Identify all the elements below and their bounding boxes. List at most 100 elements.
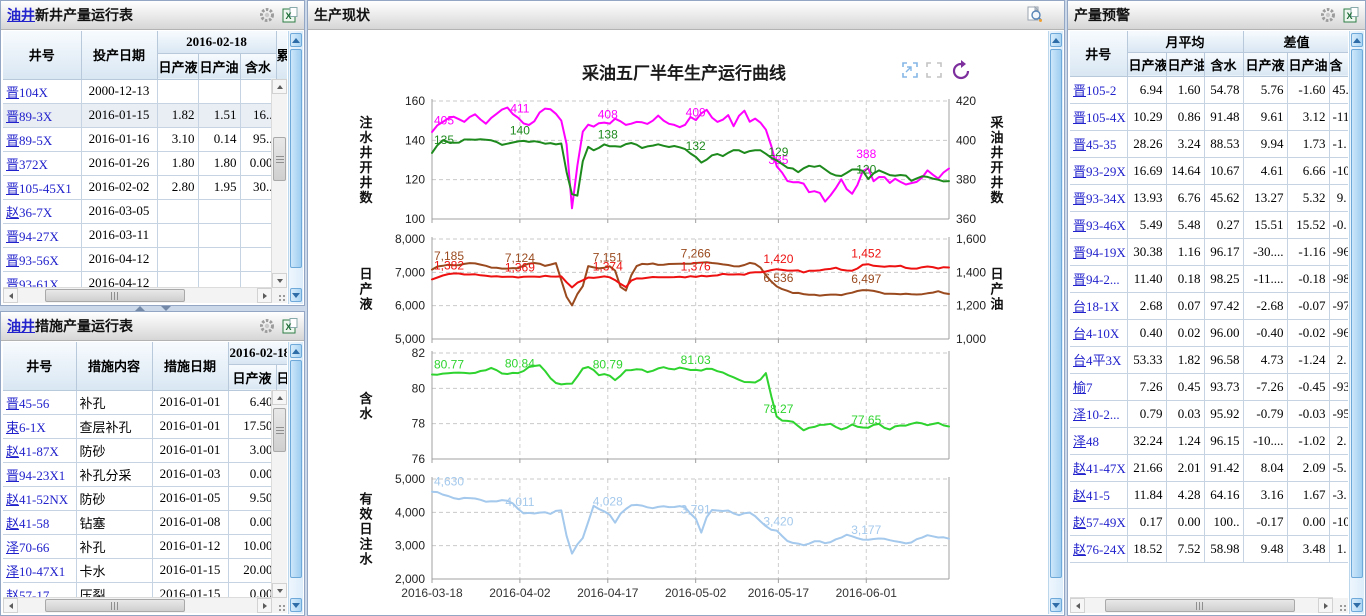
table-row[interactable]: 赵36-7X 2016-03-05 xyxy=(3,199,287,224)
col-header-liquid-diff[interactable]: 日产液 xyxy=(1243,52,1288,77)
refresh-icon[interactable] xyxy=(1319,6,1337,24)
well-link[interactable]: 晋94-2... xyxy=(1070,265,1128,293)
table-row[interactable]: 晋105-4X 10.29 0.86 91.48 9.61 3.12 -11 xyxy=(1070,103,1348,131)
scroll-left-button[interactable] xyxy=(3,288,18,303)
scroll-down-button[interactable] xyxy=(272,273,287,288)
col-header-oil[interactable]: 日产油 xyxy=(198,53,241,80)
toolbox-refresh-icon[interactable] xyxy=(952,60,970,80)
table-row[interactable]: 晋45-56 补孔 2016-01-01 6.40 xyxy=(3,390,287,415)
scroll-right-button[interactable] xyxy=(257,288,272,303)
toolbox-restore-icon[interactable] xyxy=(926,62,942,78)
scroll-up-button[interactable] xyxy=(272,390,287,405)
scroll-right-button[interactable] xyxy=(1318,598,1333,613)
col-header-oil[interactable]: 日产油 xyxy=(1166,52,1205,77)
scroll-down-button[interactable] xyxy=(1351,598,1363,612)
scroll-thumb[interactable] xyxy=(45,289,185,302)
table-row[interactable]: 晋93-46X 5.49 5.48 0.27 15.51 15.52 -0. xyxy=(1070,211,1348,239)
well-link[interactable]: 晋105-4X xyxy=(1070,103,1128,131)
table-hscrollbar[interactable] xyxy=(3,597,272,613)
well-link[interactable]: 晋372X xyxy=(3,151,82,176)
table-row[interactable]: 晋104X 2000-12-13 xyxy=(3,79,287,104)
col-header-date[interactable]: 投产日期 xyxy=(81,31,158,80)
col-header-water[interactable]: 含水 xyxy=(240,53,277,80)
table-hscrollbar[interactable] xyxy=(1070,597,1333,613)
well-link[interactable]: 晋45-56 xyxy=(3,390,77,415)
scroll-thumb[interactable] xyxy=(290,49,302,268)
scroll-down-button[interactable] xyxy=(290,288,302,302)
table-row[interactable]: 赵41-87X 防砂 2016-01-01 3.00 xyxy=(3,438,287,463)
scroll-thumb[interactable] xyxy=(45,599,185,612)
table-row[interactable]: 泽70-66 补孔 2016-01-12 10.00 xyxy=(3,534,287,559)
toolbox-datazoom-icon[interactable] xyxy=(902,62,918,78)
well-link[interactable]: 台4平3X xyxy=(1070,346,1128,374)
table-row[interactable]: 晋45-35 28.26 3.24 88.53 9.94 1.73 -1. xyxy=(1070,130,1348,158)
well-link[interactable]: 赵41-58 xyxy=(3,510,77,535)
table-row[interactable]: 赵76-24X 18.52 7.52 58.98 9.48 3.48 1. xyxy=(1070,535,1348,563)
scroll-up-button[interactable] xyxy=(1351,33,1363,47)
scroll-right-button[interactable] xyxy=(257,598,272,613)
scroll-up-button[interactable] xyxy=(1050,33,1062,47)
table-row[interactable]: 束6-1X 查层补孔 2016-01-01 17.50 xyxy=(3,414,287,439)
table-row[interactable]: 晋89-5X 2016-01-16 3.10 0.14 95.. xyxy=(3,127,287,152)
scroll-down-button[interactable] xyxy=(290,598,302,612)
panel-vscrollbar[interactable] xyxy=(1349,31,1364,614)
scroll-down-button[interactable] xyxy=(272,583,287,598)
well-link[interactable]: 台18-1X xyxy=(1070,292,1128,320)
panel-splitter[interactable] xyxy=(0,306,305,311)
well-link[interactable]: 晋105-45X1 xyxy=(3,175,82,200)
table-row[interactable]: 泽10-47X1 卡水 2016-01-15 20.00 xyxy=(3,558,287,583)
table-row[interactable]: 赵41-47X 21.66 2.01 91.42 8.04 2.09 -5. xyxy=(1070,454,1348,482)
excel-export-icon[interactable]: X xyxy=(1341,6,1359,24)
scroll-thumb[interactable] xyxy=(1105,599,1295,612)
well-link[interactable]: 赵36-7X xyxy=(3,199,82,224)
scroll-left-button[interactable] xyxy=(1070,598,1085,613)
collapse-up-icon[interactable] xyxy=(135,306,145,311)
well-link[interactable]: 赵41-87X xyxy=(3,438,77,463)
preview-zoom-icon[interactable] xyxy=(1026,6,1044,24)
oil-well-link[interactable]: 油井 xyxy=(7,9,35,24)
col-header-water[interactable]: 含水 xyxy=(1204,52,1244,77)
well-link[interactable]: 晋94-19X xyxy=(1070,238,1128,266)
well-link[interactable]: 晋93-29X xyxy=(1070,157,1128,185)
well-link[interactable]: 晋89-3X xyxy=(3,103,82,128)
scroll-down-button[interactable] xyxy=(1050,598,1062,612)
table-row[interactable]: 晋89-3X 2016-01-15 1.82 1.51 16.. xyxy=(3,103,287,128)
well-link[interactable]: 赵41-47X xyxy=(1070,454,1128,482)
col-header-well[interactable]: 井号 xyxy=(3,31,82,80)
excel-export-icon[interactable]: X xyxy=(280,317,298,335)
table-row[interactable]: 晋105-45X1 2016-02-02 2.80 1.95 30.. xyxy=(3,175,287,200)
table-row[interactable]: 晋94-27X 2016-03-11 xyxy=(3,223,287,248)
well-link[interactable]: 台4-10X xyxy=(1070,319,1128,347)
scroll-up-button[interactable] xyxy=(272,79,287,94)
col-header-well[interactable]: 井号 xyxy=(3,342,77,391)
panel-vscrollbar[interactable] xyxy=(1048,31,1063,614)
well-link[interactable]: 晋93-46X xyxy=(1070,211,1128,239)
table-row[interactable]: 晋94-23X1 补孔分采 2016-01-03 0.00 xyxy=(3,462,287,487)
well-link[interactable]: 晋93-56X xyxy=(3,247,82,272)
col-header-oil-diff[interactable]: 日产油 xyxy=(1287,52,1330,77)
table-row[interactable]: 赵41-58 钻塞 2016-01-08 0.00 xyxy=(3,510,287,535)
col-header-liquid[interactable]: 日产液 xyxy=(1127,52,1167,77)
scroll-thumb[interactable] xyxy=(273,137,286,181)
col-header-well[interactable]: 井号 xyxy=(1070,31,1128,77)
table-vscrollbar[interactable] xyxy=(271,390,287,598)
table-row[interactable]: 晋372X 2016-01-26 1.80 1.80 0.00 xyxy=(3,151,287,176)
oil-well-link[interactable]: 油井 xyxy=(7,320,35,335)
scroll-up-button[interactable] xyxy=(290,344,302,358)
scroll-left-button[interactable] xyxy=(3,598,18,613)
scroll-thumb[interactable] xyxy=(1050,49,1062,578)
refresh-icon[interactable] xyxy=(258,6,276,24)
scroll-thumb[interactable] xyxy=(290,360,302,578)
well-link[interactable]: 榆7 xyxy=(1070,373,1128,401)
table-row[interactable]: 晋105-2 6.94 1.60 54.78 5.76 -1.60 45. xyxy=(1070,76,1348,104)
well-link[interactable]: 泽48 xyxy=(1070,427,1128,455)
well-link[interactable]: 束6-1X xyxy=(3,414,77,439)
col-header-content[interactable]: 措施内容 xyxy=(76,342,153,391)
scroll-up-button[interactable] xyxy=(290,33,302,47)
scroll-thumb[interactable] xyxy=(273,408,286,452)
well-link[interactable]: 泽70-66 xyxy=(3,534,77,559)
table-hscrollbar[interactable] xyxy=(3,287,272,303)
